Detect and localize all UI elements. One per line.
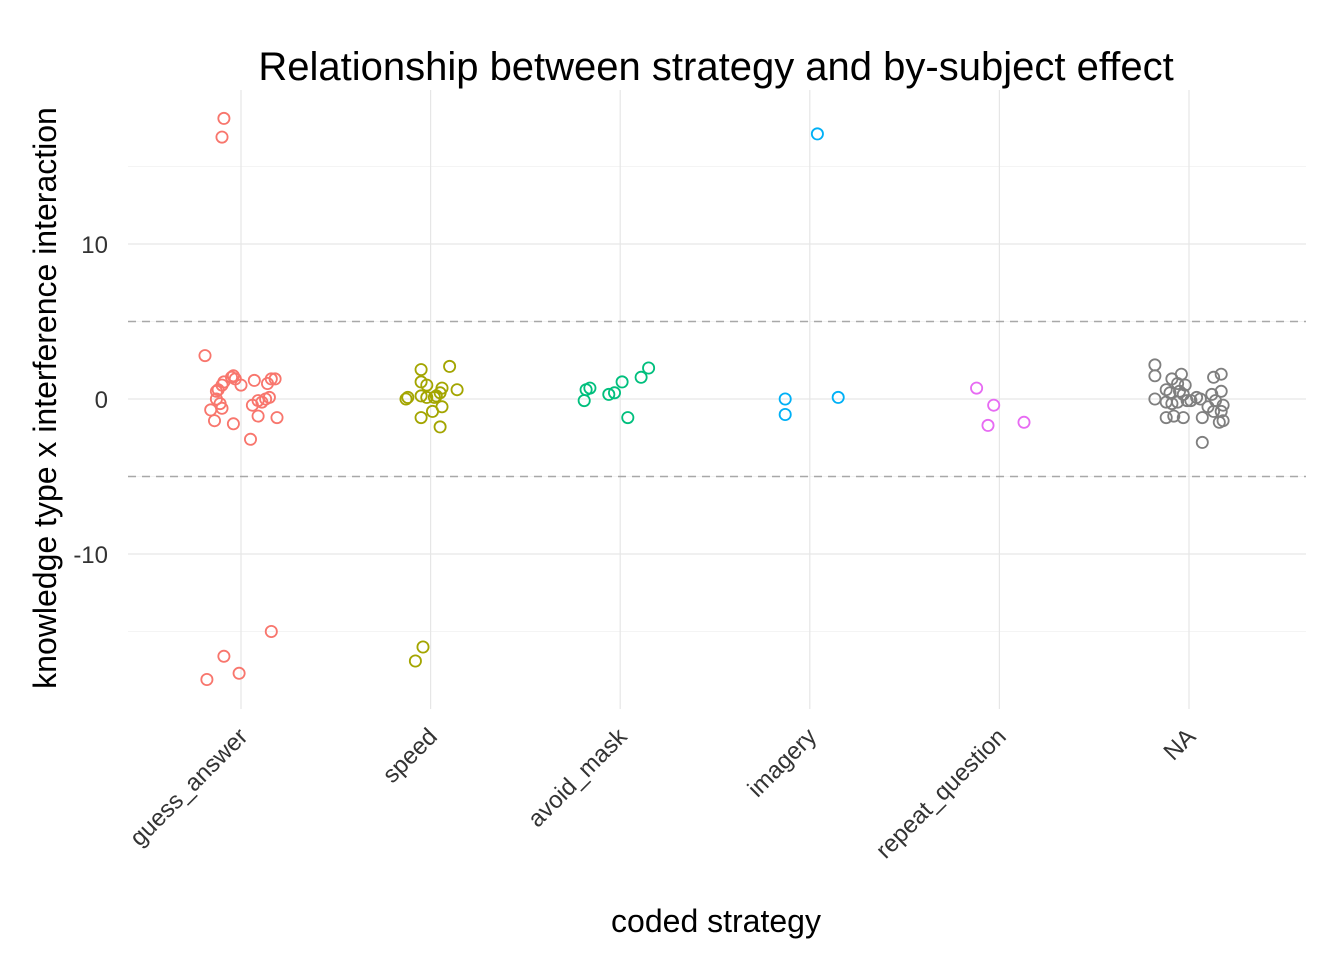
data-point-na [1214, 384, 1228, 398]
data-point-guess-answer [217, 649, 231, 663]
data-point-na [1167, 409, 1181, 423]
data-point-avoid-mask [583, 381, 597, 395]
data-point-na [1195, 411, 1209, 425]
data-point-speed [433, 420, 447, 434]
data-point-na [1148, 358, 1162, 372]
data-point-speed [399, 392, 413, 406]
data-point-na [1148, 369, 1162, 383]
data-point-na [1214, 367, 1228, 381]
data-point-na [1171, 395, 1185, 409]
data-point-na [1216, 398, 1230, 412]
data-point-guess-answer [198, 349, 212, 363]
y-tick-label: 10 [81, 232, 108, 259]
data-point-na [1207, 370, 1221, 384]
data-point-imagery [778, 407, 792, 421]
x-tick-label: avoid_mask [523, 722, 633, 832]
x-tick-label: imagery [743, 723, 822, 802]
y-axis-title: knowledge type x interference interactio… [27, 107, 63, 689]
data-point-guess-answer [264, 372, 278, 386]
data-point-speed [401, 390, 415, 404]
data-point-avoid-mask [608, 386, 622, 400]
data-points [198, 111, 1230, 687]
data-point-avoid-mask [615, 375, 629, 389]
data-point-speed [414, 389, 428, 403]
x-tick-label: repeat_question [871, 723, 1012, 864]
data-point-avoid-mask [602, 387, 616, 401]
data-point-guess-answer [268, 372, 282, 386]
data-point-speed [443, 359, 457, 373]
data-point-repeat-question [970, 381, 984, 395]
data-point-guess-answer [262, 390, 276, 404]
data-point-speed [420, 378, 434, 392]
data-point-repeat-question [1017, 415, 1031, 429]
grid-layer [128, 90, 1306, 709]
data-point-guess-answer [204, 403, 218, 417]
data-point-speed [420, 390, 434, 404]
data-point-repeat-question [981, 418, 995, 432]
data-point-avoid-mask [621, 411, 635, 425]
data-point-speed [450, 383, 464, 397]
data-point-na [1174, 367, 1188, 381]
data-point-na [1159, 383, 1173, 397]
data-point-speed [408, 654, 422, 668]
y-tick-label: -10 [73, 542, 108, 569]
data-point-na [1165, 397, 1179, 411]
y-axis-ticks: 10 0 -10 [73, 232, 108, 569]
data-point-speed [435, 381, 449, 395]
data-point-speed [416, 640, 430, 654]
data-point-imagery [778, 392, 792, 406]
y-tick-label: 0 [95, 387, 108, 414]
x-tick-label: NA [1159, 723, 1202, 766]
data-point-avoid-mask [634, 370, 648, 384]
data-point-speed [425, 404, 439, 418]
data-point-speed [414, 411, 428, 425]
x-axis-title: coded strategy [611, 903, 821, 939]
data-point-repeat-question [987, 398, 1001, 412]
data-point-guess-answer [247, 373, 261, 387]
data-point-imagery [831, 390, 845, 404]
x-tick-label: speed [378, 723, 443, 788]
data-point-guess-answer [207, 414, 221, 428]
data-point-guess-answer [215, 130, 229, 144]
data-point-guess-answer [270, 411, 284, 425]
data-point-na [1176, 411, 1190, 425]
reference-lines [128, 320, 1306, 478]
data-point-na [1207, 404, 1221, 418]
data-point-guess-answer [200, 673, 214, 687]
data-point-guess-answer [264, 625, 278, 639]
data-point-na [1216, 414, 1230, 428]
data-point-guess-answer [251, 409, 265, 423]
data-point-guess-answer [226, 417, 240, 431]
data-point-imagery [810, 127, 824, 141]
x-axis-ticks: guess_answer speed avoid_mask imagery repeat… [125, 722, 1202, 864]
data-point-na [1195, 435, 1209, 449]
data-point-na [1193, 392, 1207, 406]
data-point-na [1159, 411, 1173, 425]
data-point-guess-answer [234, 378, 248, 392]
chart-title: Relationship between strategy and by-sub… [258, 45, 1173, 89]
data-point-guess-answer [243, 432, 257, 446]
data-point-avoid-mask [577, 394, 591, 408]
data-point-guess-answer [232, 666, 246, 680]
x-tick-label: guess_answer [125, 723, 254, 852]
data-point-avoid-mask [642, 361, 656, 375]
data-point-guess-answer [217, 111, 231, 125]
data-point-speed [414, 363, 428, 377]
